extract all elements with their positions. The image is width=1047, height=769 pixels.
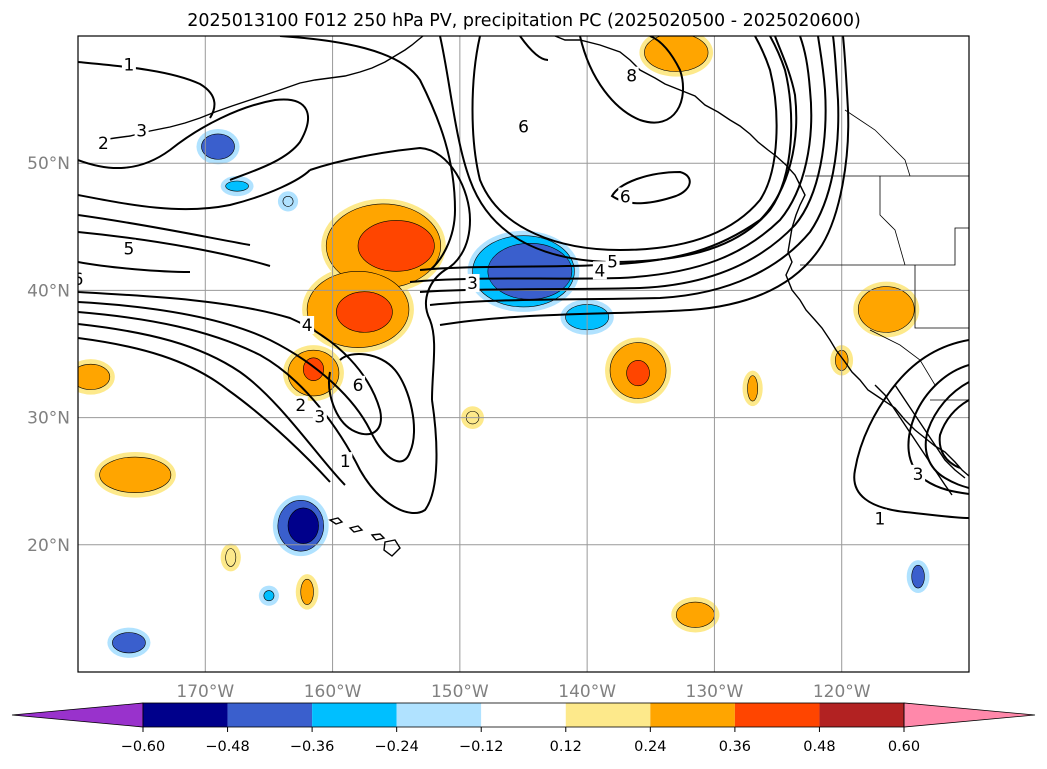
colorbar-tick-label: −0.60: [121, 739, 165, 755]
colorbar-frame: [142, 702, 905, 728]
colorbar-tick-label: −0.12: [459, 739, 503, 755]
map-frame: [77, 35, 970, 673]
precip-anomaly-blob: [644, 36, 709, 72]
figure-title: 2025013100 F012 250 hPa PV, precipitatio…: [187, 11, 861, 31]
precip-anomaly-blob: [282, 195, 294, 207]
colorbar-tick-label: 0.48: [803, 739, 835, 755]
contour-label-bg: [351, 375, 366, 394]
colorbar-tick-label: 0.24: [634, 739, 666, 755]
lon-tick-label: 160°W: [304, 682, 362, 702]
contour-label: 4: [302, 316, 313, 336]
contour-label: 5: [607, 252, 618, 272]
lon-tick-label: 130°W: [686, 682, 744, 702]
colorbar-band: [143, 703, 228, 727]
contour-label-bg: [624, 66, 639, 85]
colorbar-tick-label: −0.24: [374, 739, 418, 755]
lon-tick-label: 140°W: [558, 682, 616, 702]
precip-anomaly-blob: [287, 507, 319, 544]
contour-label-bg: [872, 509, 887, 528]
contour-label: 2: [98, 134, 109, 154]
precip-anomaly-blob: [487, 243, 573, 300]
contour-label: 3: [913, 465, 924, 485]
lon-tick-label: 150°W: [431, 682, 489, 702]
axis-tick-labels: 50°N 40°N 30°N 20°N 170°W 160°W 150°W 140°W 130°…: [27, 154, 871, 702]
contour-label-bg: [293, 396, 308, 415]
contour-label: 5: [124, 240, 135, 260]
precip-anomaly-blob: [911, 564, 925, 589]
contour-label-bg: [911, 464, 926, 483]
precip-anomaly-blob: [201, 133, 235, 160]
contour-label-bg: [121, 239, 136, 258]
colorbar-band: [227, 703, 313, 727]
lat-tick-label: 30°N: [27, 409, 70, 429]
contour-label: 8: [626, 67, 637, 87]
precip-anomaly-blob: [263, 590, 275, 602]
lat-tick-label: 50°N: [27, 154, 70, 174]
precip-anomaly-blob: [857, 286, 915, 333]
contour-label-bg: [134, 121, 149, 140]
precip-anomaly-blob: [336, 291, 393, 333]
contour-label-bg: [121, 55, 136, 74]
colorbar: −0.60 −0.48 −0.36 −0.24 −0.12 0.12 0.24 0.36 0.4…: [11, 702, 1036, 755]
precip-anomaly-blob: [99, 456, 172, 493]
colorbar-band: [312, 703, 397, 727]
precip-anomaly-blob: [225, 548, 237, 567]
contour-label: 3: [136, 121, 147, 141]
colorbar-tick-label: 0.12: [550, 739, 582, 755]
contour-label: 1: [124, 55, 135, 75]
contour-label-bg: [516, 117, 531, 136]
contour-label: 6: [620, 188, 631, 208]
contour-label-bg: [605, 252, 620, 271]
pv-contours: [78, 36, 969, 519]
contour-label-bg: [96, 134, 111, 153]
colorbar-tick-label: −0.36: [290, 739, 334, 755]
precip-anomaly-blob: [112, 632, 146, 654]
colorbar-band: [650, 703, 735, 727]
contour-label: 1: [340, 452, 351, 472]
contour-label: 6: [353, 376, 364, 396]
political-borders: [800, 109, 969, 401]
precip-anomaly-blob: [747, 375, 759, 402]
contour-label: 2: [295, 396, 306, 416]
lon-tick-label: 170°W: [176, 682, 234, 702]
contour-label: 6: [73, 270, 84, 290]
colorbar-band: [481, 703, 566, 727]
lat-tick-label: 40°N: [27, 281, 70, 301]
precip-anomaly-blob: [300, 578, 314, 605]
precip-anomaly-blob: [357, 220, 435, 272]
lat-tick-label: 20°N: [27, 536, 70, 556]
contour-label: 6: [518, 118, 529, 138]
contour-label-bg: [78, 270, 85, 289]
lon-tick-label: 120°W: [813, 682, 871, 702]
contour-label-bg: [618, 187, 633, 206]
contour-label: 1: [874, 509, 885, 529]
colorbar-band: [734, 703, 820, 727]
precip-anomaly-blob: [225, 180, 249, 192]
colorbar-tick-label: −0.48: [205, 739, 249, 755]
colorbar-extend-min: [11, 702, 144, 728]
precip-anomaly-blob: [78, 363, 111, 390]
contour-label: 3: [314, 408, 325, 428]
contour-label-bg: [312, 407, 327, 426]
contour-label-bg: [592, 261, 607, 280]
colorbar-tick-label: 0.36: [719, 739, 751, 755]
colorbar-tick-label: 0.60: [888, 739, 920, 755]
precip-anomaly-blob: [675, 601, 715, 628]
contour-label-bg: [465, 274, 480, 293]
precip-anomaly-blob: [626, 360, 650, 387]
colorbar-extend-max: [903, 702, 1036, 728]
colorbar-band: [565, 703, 651, 727]
colorbar-band: [819, 703, 904, 727]
colorbar-band: [396, 703, 482, 727]
contour-label-bg: [338, 452, 353, 471]
contour-label: 3: [467, 274, 478, 294]
contour-label: 4: [594, 261, 605, 281]
contour-label-bg: [300, 316, 315, 335]
